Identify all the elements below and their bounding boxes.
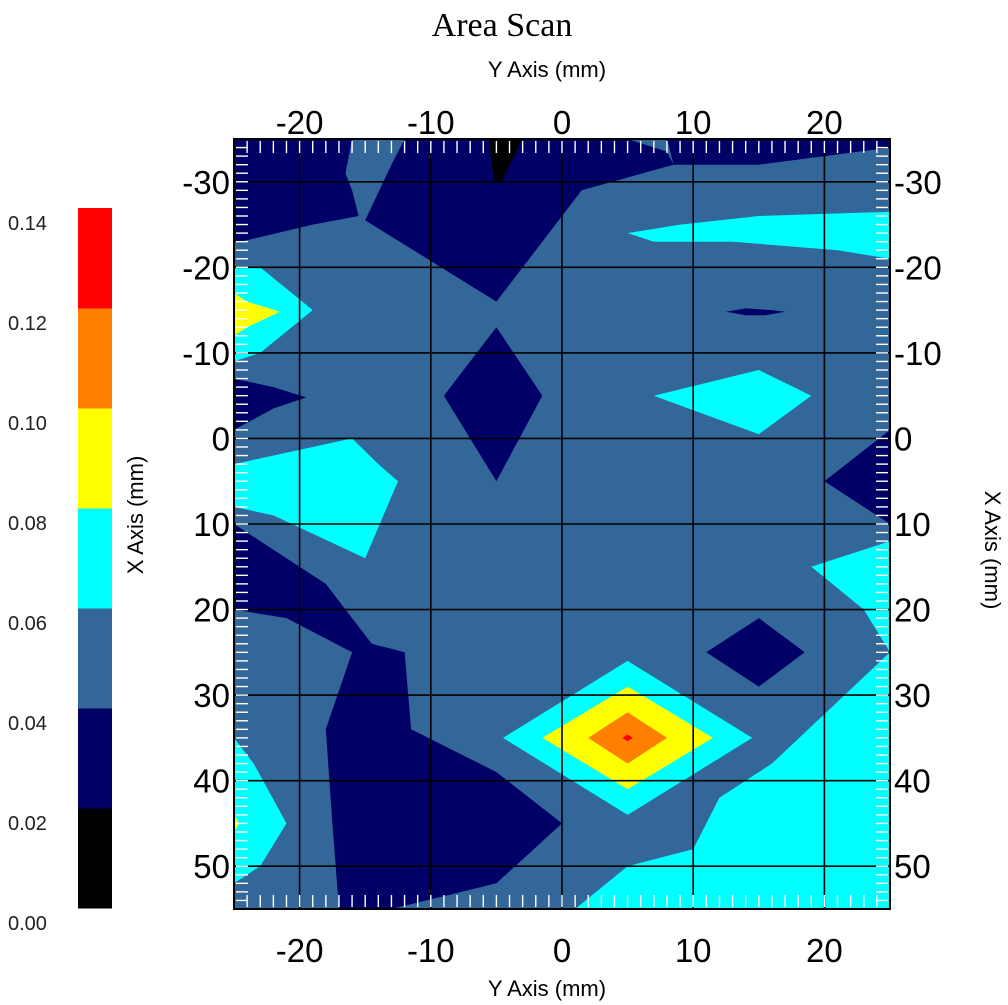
y-tick-label-left: 20 <box>193 592 230 629</box>
y-tick-label-right: -20 <box>894 249 942 286</box>
y-tick-label-right: -30 <box>894 164 942 201</box>
colorbar-label: 0.02 <box>8 813 47 835</box>
contour-region-bottom-left-cyan <box>234 737 287 884</box>
tick-labels: -20 -20 -10 -10 0 0 10 10 20 20 -30 -30 -20 -20 -10 -10… <box>182 104 941 969</box>
colorbar-segment <box>78 608 112 709</box>
x-tick-label-bottom: 20 <box>806 932 843 969</box>
colorbar-label: 0.14 <box>8 213 47 235</box>
colorbar: 0.00 0.02 0.04 0.06 0.08 0.10 0.12 0.14 <box>8 208 112 935</box>
x-tick-label-bottom: 0 <box>553 932 571 969</box>
colorbar-segment <box>78 508 112 609</box>
minor-ticks <box>236 141 888 907</box>
colorbar-label: 0.10 <box>8 413 47 435</box>
contour-region-right-small-diamond <box>706 618 805 687</box>
contour-region-right-navy-wedge <box>824 429 890 524</box>
contour-region-center-diamond-navy <box>443 327 543 482</box>
y-tick-label-left: 30 <box>193 677 230 714</box>
contour-region-left-navy-wedge <box>234 378 307 430</box>
y-tick-label-right: 0 <box>894 420 912 457</box>
contour-region-right-cyan-2 <box>811 541 890 653</box>
y-tick-label-left: -10 <box>182 335 230 372</box>
x-axis-title-bottom: Y Axis (mm) <box>488 976 606 1001</box>
colorbar-label: 0.06 <box>8 613 47 635</box>
x-tick-label-top: -10 <box>407 104 455 141</box>
x-tick-label-bottom: -10 <box>407 932 455 969</box>
x-tick-label-top: 0 <box>553 104 571 141</box>
y-tick-label-left: 50 <box>193 848 230 885</box>
colorbar-segment <box>78 808 112 909</box>
contour-region-right-mid-cyan <box>653 370 812 435</box>
y-tick-label-left: -20 <box>182 249 230 286</box>
y-tick-label-left: 10 <box>193 506 230 543</box>
contour-region-top-center-navy <box>365 139 674 302</box>
contour-region-top-left-navy <box>234 139 359 242</box>
y-tick-label-right: 50 <box>894 848 931 885</box>
x-tick-label-bottom: 10 <box>675 932 712 969</box>
y-tick-label-right: 30 <box>894 677 931 714</box>
contour-region-bottom-left-navy <box>325 643 562 909</box>
colorbar-label: 0.00 <box>8 913 47 935</box>
y-tick-label-right: 20 <box>894 592 931 629</box>
y-axis-title-left: X Axis (mm) <box>123 456 148 575</box>
y-tick-label-right: 10 <box>894 506 931 543</box>
y-axis-title-right: X Axis (mm) <box>980 491 1005 610</box>
x-tick-label-top: -20 <box>276 104 324 141</box>
contour-region-right-sliver <box>726 308 785 316</box>
x-axis-title-top: Y Axis (mm) <box>488 57 606 82</box>
contour-region-left-yellow <box>234 293 280 336</box>
y-tick-label-left: -30 <box>182 164 230 201</box>
contour-region-top-right-navy <box>667 139 890 165</box>
colorbar-segment <box>78 208 112 309</box>
colorbar-segment <box>78 408 112 509</box>
x-tick-label-top: 20 <box>806 104 843 141</box>
contour-regions <box>234 139 890 909</box>
grid-lines <box>234 139 890 909</box>
colorbar-label: 0.08 <box>8 513 47 535</box>
plot-frame <box>233 138 891 910</box>
colorbar-label: 0.12 <box>8 313 47 335</box>
contour-region-bottom-right-cyan <box>575 652 890 909</box>
x-tick-label-top: 10 <box>675 104 712 141</box>
contour-region-left-cyan-2 <box>234 438 398 559</box>
y-tick-label-left: 40 <box>193 763 230 800</box>
contour-region-hotspot-red <box>622 734 633 742</box>
x-tick-label-bottom: -20 <box>276 932 324 969</box>
y-tick-label-right: 40 <box>894 763 931 800</box>
colorbar-segment <box>78 308 112 409</box>
y-tick-label-right: -10 <box>894 335 942 372</box>
chart-title: Area Scan <box>432 7 573 44</box>
contour-region-left-bottom-navy <box>234 524 372 653</box>
colorbar-segment <box>78 708 112 809</box>
y-tick-label-left: 0 <box>212 420 230 457</box>
colorbar-label: 0.04 <box>8 713 47 735</box>
